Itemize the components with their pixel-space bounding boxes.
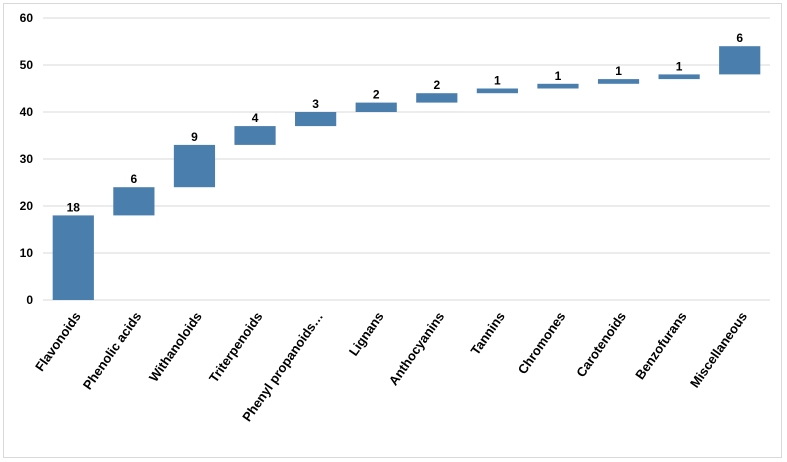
data-label: 2 <box>373 88 380 102</box>
data-label: 3 <box>312 97 319 111</box>
bars <box>52 46 761 300</box>
chart-frame <box>3 3 782 458</box>
x-tick-label: Miscellaneous <box>687 309 750 390</box>
bar-3 <box>234 126 276 145</box>
data-label: 6 <box>131 172 138 186</box>
x-tick-label: Anthocyanins <box>386 309 448 388</box>
y-tick-label: 50 <box>20 58 34 72</box>
data-label: 2 <box>433 78 440 92</box>
x-tick-label: Lignans <box>346 309 387 358</box>
x-tick-label: Carotenoids <box>573 309 629 380</box>
bar-0 <box>52 215 94 300</box>
bar-1 <box>113 187 155 216</box>
x-tick-label: Chromones <box>515 309 569 377</box>
data-label: 18 <box>67 200 81 214</box>
bar-8 <box>537 83 579 89</box>
x-tick-label: Phenolic acids <box>80 309 145 392</box>
x-tick-label: Withanoloids <box>146 309 205 384</box>
bar-5 <box>355 102 397 112</box>
data-label: 1 <box>676 59 683 73</box>
x-tick-label: Tannins <box>468 309 508 358</box>
bar-9 <box>597 79 640 84</box>
x-tick-label: Triterpenoids <box>206 309 266 385</box>
data-label: 1 <box>555 69 562 83</box>
x-tick-label: Benzofurans <box>632 309 689 382</box>
y-tick-label: 60 <box>20 11 34 25</box>
y-tick-label: 40 <box>20 105 34 119</box>
data-label: 1 <box>494 74 501 88</box>
y-tick-label: 30 <box>20 152 34 166</box>
bar-10 <box>658 74 700 80</box>
data-label: 6 <box>736 31 743 45</box>
x-tick-label: Flavonoids <box>32 309 84 374</box>
y-tick-label: 0 <box>26 293 33 307</box>
bar-6 <box>416 93 458 103</box>
data-label: 4 <box>252 111 259 125</box>
data-label: 1 <box>615 64 622 78</box>
y-axis: 0 10 20 30 40 50 60 <box>20 11 34 307</box>
bar-7 <box>476 88 518 94</box>
data-label: 9 <box>191 130 198 144</box>
data-labels: 18 6 9 4 3 2 2 1 1 1 1 6 <box>67 31 744 214</box>
gridlines <box>43 17 770 301</box>
bar-2 <box>173 144 216 188</box>
bar-4 <box>295 112 337 127</box>
bar-11 <box>719 46 761 75</box>
y-tick-label: 10 <box>20 246 34 260</box>
y-tick-label: 20 <box>20 199 34 213</box>
